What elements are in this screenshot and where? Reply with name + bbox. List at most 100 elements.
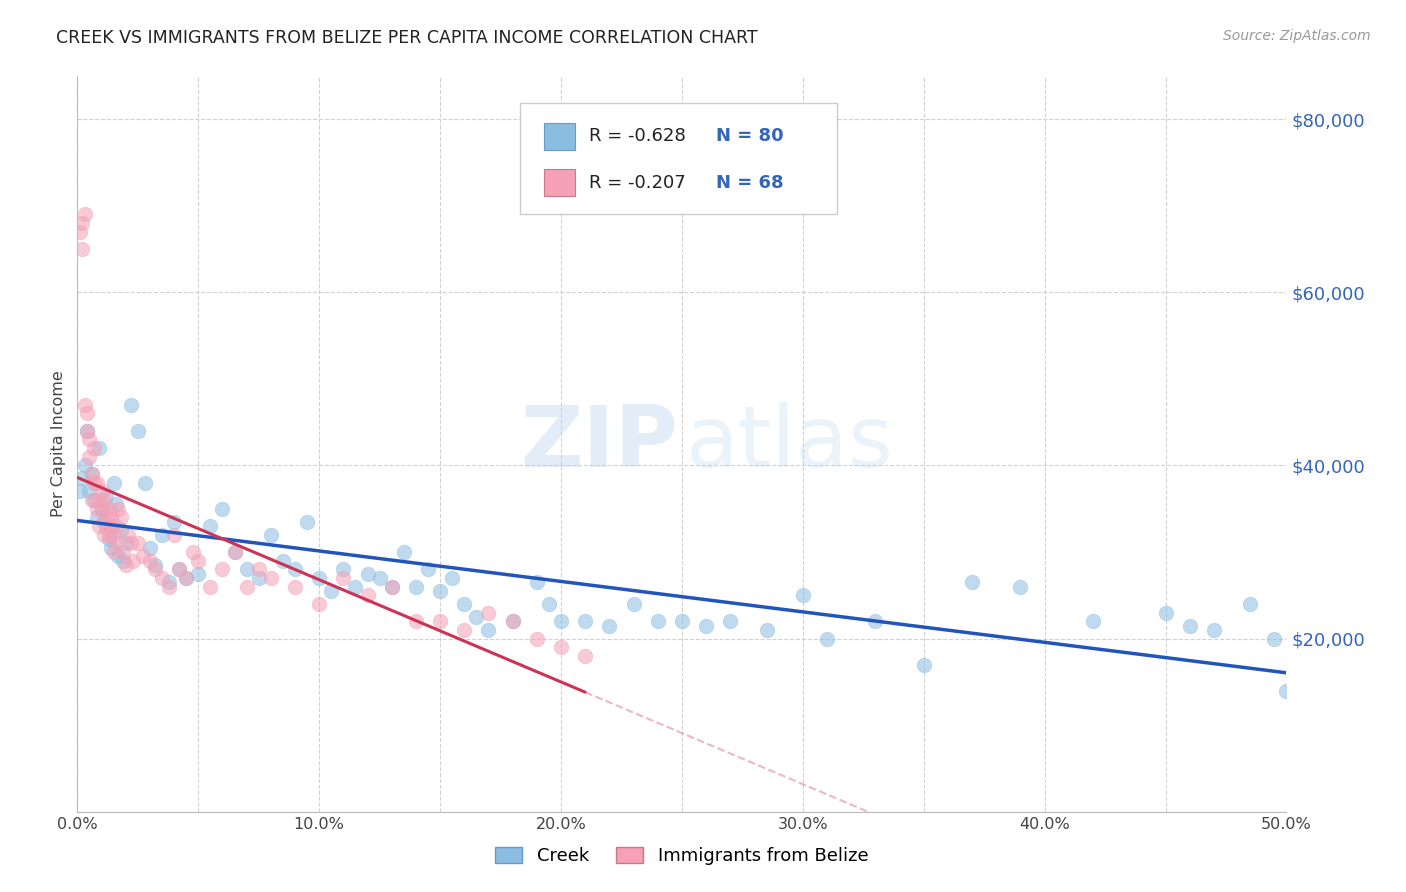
Point <box>139 541 162 555</box>
Point <box>87 519 110 533</box>
Point <box>174 571 197 585</box>
Point <box>453 623 475 637</box>
Point <box>792 588 814 602</box>
Point <box>332 562 354 576</box>
Point <box>76 424 98 438</box>
Point <box>97 532 120 546</box>
Point <box>1010 580 1032 594</box>
Point <box>163 515 186 529</box>
Y-axis label: Per Capita Income: Per Capita Income <box>51 370 66 517</box>
Point <box>93 527 115 541</box>
Point <box>157 575 180 590</box>
Point <box>574 614 596 628</box>
Point <box>271 554 294 568</box>
Point <box>150 571 173 585</box>
Point <box>235 562 257 576</box>
Point <box>83 475 105 490</box>
Point <box>114 536 136 550</box>
Point <box>368 571 391 585</box>
Point <box>815 632 838 646</box>
Point <box>574 648 596 663</box>
Text: CREEK VS IMMIGRANTS FROM BELIZE PER CAPITA INCOME CORRELATION CHART: CREEK VS IMMIGRANTS FROM BELIZE PER CAPI… <box>56 29 758 46</box>
Point <box>96 510 118 524</box>
Point <box>381 580 404 594</box>
Point <box>200 519 222 533</box>
Point <box>103 545 125 559</box>
Point <box>623 597 645 611</box>
Point <box>73 207 96 221</box>
Point <box>211 562 233 576</box>
Point <box>86 475 108 490</box>
Point <box>332 571 354 585</box>
Point <box>441 571 464 585</box>
Point <box>70 242 93 256</box>
Point <box>83 493 105 508</box>
Point <box>76 424 98 438</box>
Point <box>453 597 475 611</box>
Point <box>87 441 110 455</box>
Point <box>127 424 149 438</box>
Point <box>321 584 343 599</box>
Point <box>1154 606 1177 620</box>
Point <box>76 407 98 421</box>
Point <box>100 519 122 533</box>
Point <box>96 489 118 503</box>
Point <box>87 493 110 508</box>
Point <box>103 475 125 490</box>
Point <box>80 493 103 508</box>
Point <box>97 527 120 541</box>
Point <box>260 527 283 541</box>
Point <box>755 623 778 637</box>
Text: N = 68: N = 68 <box>716 174 783 192</box>
Point <box>465 610 488 624</box>
Point <box>97 501 120 516</box>
Point <box>392 545 415 559</box>
Point <box>103 527 125 541</box>
Point <box>157 580 180 594</box>
Point <box>143 562 166 576</box>
Point <box>284 580 307 594</box>
Text: ZIP: ZIP <box>520 402 678 485</box>
Point <box>211 501 233 516</box>
Point <box>695 618 717 632</box>
Point <box>90 501 112 516</box>
Point <box>73 398 96 412</box>
Point <box>117 527 139 541</box>
Point <box>131 549 153 564</box>
Point <box>90 484 112 499</box>
Legend: Creek, Immigrants from Belize: Creek, Immigrants from Belize <box>488 840 876 872</box>
Point <box>284 562 307 576</box>
Point <box>477 606 499 620</box>
Point <box>429 584 451 599</box>
Point <box>960 575 983 590</box>
Point <box>120 398 142 412</box>
Point <box>247 571 270 585</box>
Point <box>127 536 149 550</box>
Point <box>224 545 246 559</box>
Point <box>526 632 548 646</box>
Point <box>90 501 112 516</box>
Point <box>1202 623 1225 637</box>
Point <box>187 554 209 568</box>
Point <box>260 571 283 585</box>
Point <box>105 519 128 533</box>
Point <box>70 216 93 230</box>
Point <box>381 580 404 594</box>
Point <box>865 614 887 628</box>
Point <box>100 541 122 555</box>
Point <box>110 524 132 538</box>
Point <box>105 536 128 550</box>
Point <box>1263 632 1285 646</box>
Point <box>107 501 129 516</box>
Point <box>647 614 669 628</box>
Text: R = -0.628: R = -0.628 <box>589 128 686 145</box>
Point <box>150 527 173 541</box>
Point <box>69 225 91 239</box>
Point <box>416 562 439 576</box>
Point <box>100 510 122 524</box>
Point <box>105 497 128 511</box>
Point <box>134 475 156 490</box>
Text: N = 80: N = 80 <box>716 128 783 145</box>
Text: atlas: atlas <box>686 402 894 485</box>
Point <box>120 536 142 550</box>
